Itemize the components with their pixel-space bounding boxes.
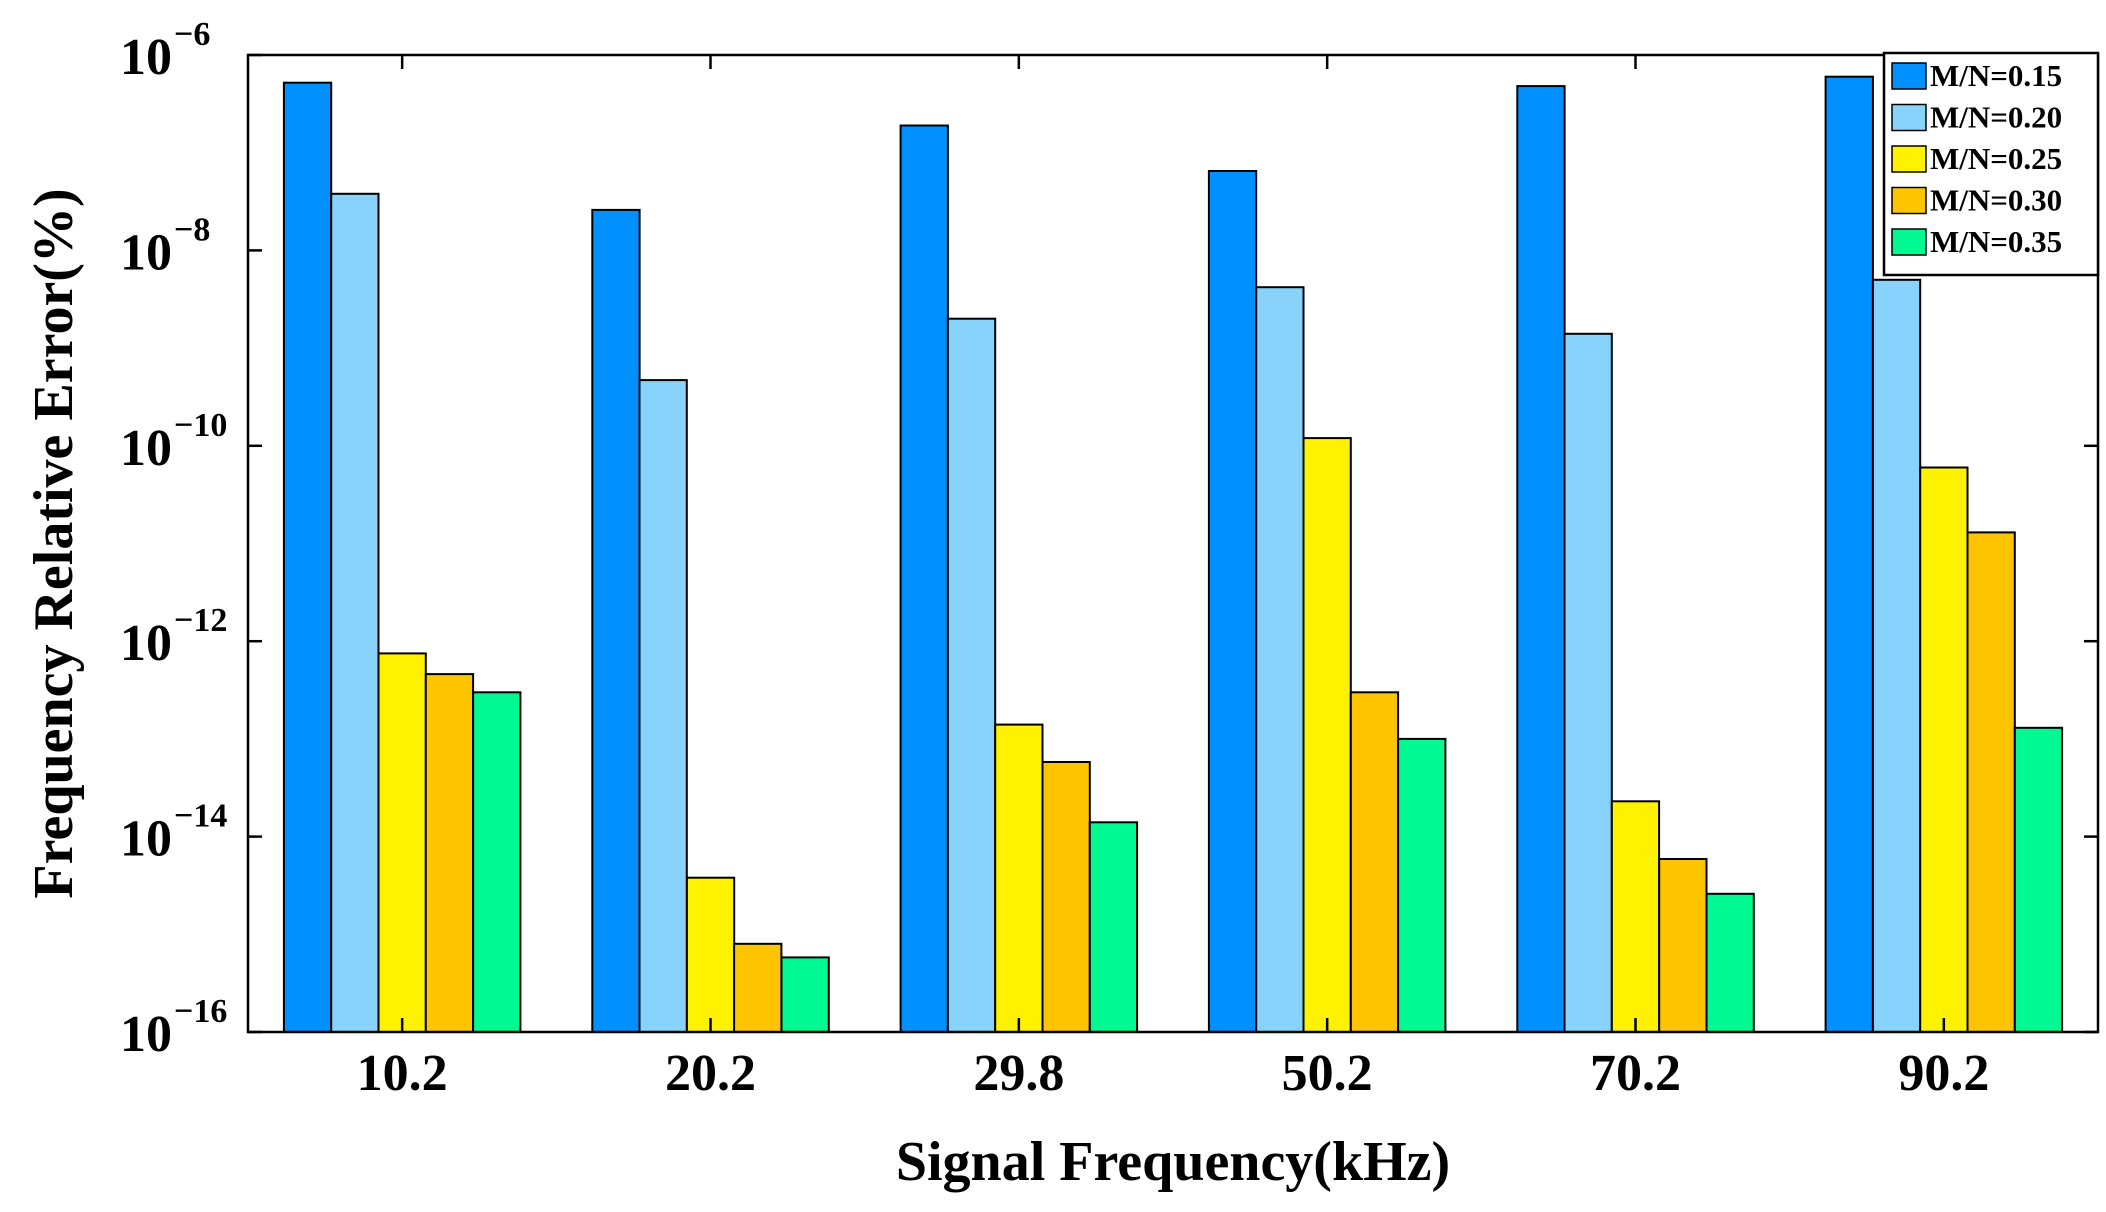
bar-90.2-M/N=0.20 [1871, 278, 1922, 1033]
bar-90.2-M/N=0.15 [1824, 75, 1874, 1033]
y-tick-exponent: −12 [174, 602, 227, 639]
y-tick-label: 10 [120, 615, 172, 672]
bar-70.2-M/N=0.35 [1705, 892, 1755, 1033]
bar-50.2-M/N=0.25 [1302, 437, 1352, 1034]
y-tick-label: 10 [120, 29, 172, 86]
y-tick-label: 10 [120, 420, 172, 477]
legend-swatch [1891, 228, 1927, 256]
bar-10.2-M/N=0.35 [472, 691, 522, 1033]
bar-20.2-M/N=0.25 [685, 876, 736, 1034]
bar-50.2-M/N=0.15 [1207, 170, 1258, 1033]
legend-label: M/N=0.20 [1930, 100, 2062, 135]
x-tick-label: 70.2 [1590, 1045, 1681, 1102]
bar-29.8-M/N=0.20 [946, 317, 997, 1033]
legend-swatch [1891, 62, 1927, 90]
legend-swatch [1891, 103, 1927, 132]
bar-90.2-M/N=0.35 [2013, 726, 2064, 1033]
bar-10.2-M/N=0.25 [377, 652, 427, 1034]
bar-90.2-M/N=0.30 [1966, 531, 2016, 1034]
x-axis: 10.2 20.2 29.8 50.2 70.2 90.2 [357, 55, 1989, 1102]
x-tick-label: 90.2 [1898, 1045, 1989, 1102]
legend-label: M/N=0.35 [1930, 224, 2062, 259]
y-tick-label: 10 [120, 1006, 172, 1063]
bar-70.2-M/N=0.15 [1516, 85, 1566, 1034]
bar-70.2-M/N=0.20 [1563, 332, 1613, 1033]
y-tick-label: 10 [120, 811, 172, 868]
legend-label: M/N=0.15 [1930, 58, 2062, 93]
y-tick-exponent: −10 [174, 407, 227, 444]
bar-90.2-M/N=0.25 [1919, 466, 1969, 1033]
x-tick-label: 50.2 [1282, 1045, 1373, 1102]
y-tick-label: 10 [120, 224, 172, 281]
x-tick-label: 20.2 [665, 1045, 756, 1102]
legend-swatch [1891, 145, 1927, 173]
bar-29.8-M/N=0.25 [994, 723, 1044, 1033]
bar-10.2-M/N=0.15 [282, 81, 333, 1033]
bar-20.2-M/N=0.35 [780, 956, 830, 1034]
bar-20.2-M/N=0.20 [638, 379, 688, 1034]
legend: M/N=0.15 M/N=0.20 M/N=0.25 M/N=0.30 M/N=0.35 [1882, 51, 2100, 277]
legend-swatch [1891, 186, 1927, 215]
y-axis-title: Frequency Relative Error(%) [23, 188, 85, 898]
x-tick-label: 10.2 [357, 1045, 448, 1102]
x-axis-title: Signal Frequency(kHz) [896, 1131, 1450, 1193]
y-tick-exponent: −14 [174, 798, 227, 835]
bar-10.2-M/N=0.20 [330, 192, 380, 1034]
bar-20.2-M/N=0.30 [733, 942, 783, 1033]
bar-70.2-M/N=0.25 [1610, 800, 1661, 1033]
bar-50.2-M/N=0.20 [1255, 286, 1305, 1033]
bar-50.2-M/N=0.30 [1349, 691, 1400, 1033]
bar-10.2-M/N=0.30 [424, 673, 475, 1033]
y-tick-exponent: −6 [174, 16, 210, 53]
bar-50.2-M/N=0.35 [1397, 737, 1447, 1034]
x-tick-label: 29.8 [973, 1045, 1064, 1102]
bar-29.8-M/N=0.30 [1041, 761, 1091, 1033]
y-tick-exponent: −16 [174, 993, 227, 1030]
bar-29.8-M/N=0.15 [899, 124, 949, 1033]
y-tick-exponent: −8 [174, 211, 210, 248]
bar-29.8-M/N=0.35 [1088, 821, 1139, 1033]
plot-area-frame [246, 53, 2100, 1034]
bar-20.2-M/N=0.15 [591, 208, 641, 1033]
bar-70.2-M/N=0.30 [1658, 858, 1708, 1033]
bars-group [282, 75, 2064, 1034]
legend-label: M/N=0.30 [1930, 183, 2062, 218]
legend-label: M/N=0.25 [1930, 141, 2062, 176]
